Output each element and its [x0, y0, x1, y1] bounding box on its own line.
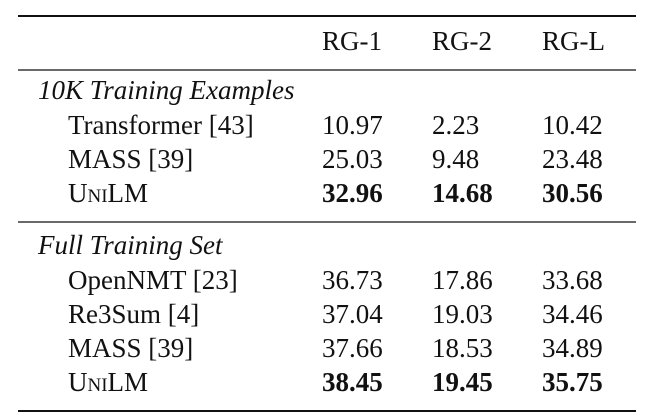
- row-label: OpenNMT [23]: [68, 265, 238, 295]
- cell-value: 35.75: [542, 367, 603, 397]
- column-header: RG-1: [322, 26, 382, 56]
- row-label: UniLM: [68, 367, 148, 397]
- section-title: Full Training Set: [37, 230, 224, 260]
- cell-value: 2.23: [432, 110, 479, 140]
- column-header: RG-L: [542, 26, 605, 56]
- cell-value: 23.48: [542, 144, 603, 174]
- cell-value: 10.97: [322, 110, 383, 140]
- cell-value: 30.56: [542, 178, 603, 208]
- row-label: Transformer [43]: [68, 110, 254, 140]
- row-label: Re3Sum [4]: [68, 299, 199, 329]
- column-header: RG-2: [432, 26, 492, 56]
- cell-value: 19.03: [432, 299, 493, 329]
- cell-value: 32.96: [322, 178, 383, 208]
- cell-value: 36.73: [322, 265, 383, 295]
- cell-value: 25.03: [322, 144, 383, 174]
- section-title: 10K Training Examples: [38, 75, 295, 105]
- cell-value: 9.48: [432, 144, 479, 174]
- cell-value: 17.86: [432, 265, 493, 295]
- cell-value: 34.46: [542, 299, 603, 329]
- cell-value: 37.04: [322, 299, 383, 329]
- cell-value: 10.42: [542, 110, 603, 140]
- row-label: UniLM: [68, 178, 148, 208]
- cell-value: 38.45: [322, 367, 383, 397]
- cell-value: 34.89: [542, 333, 603, 363]
- cell-value: 37.66: [322, 333, 383, 363]
- cell-value: 33.68: [542, 265, 603, 295]
- row-label: MASS [39]: [68, 333, 193, 363]
- row-label: MASS [39]: [68, 144, 193, 174]
- cell-value: 19.45: [432, 367, 493, 397]
- cell-value: 14.68: [432, 178, 493, 208]
- cell-value: 18.53: [432, 333, 493, 363]
